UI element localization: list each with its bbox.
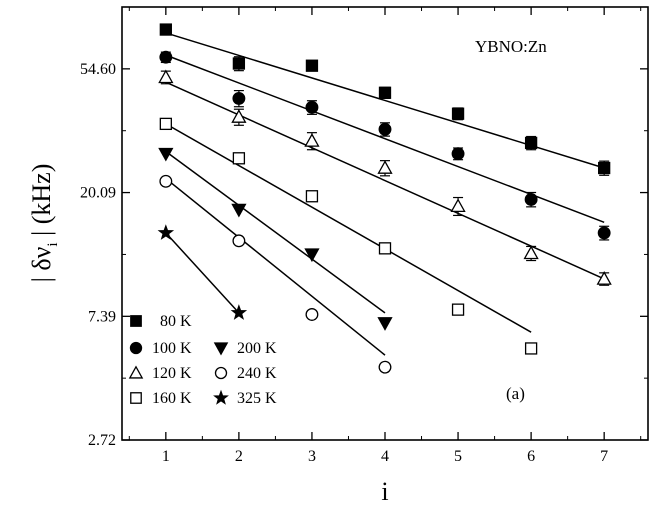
legend-label: 80 K <box>160 313 192 330</box>
data-point <box>158 69 174 84</box>
data-point <box>451 107 465 120</box>
data-point <box>378 122 392 136</box>
fit-line <box>165 232 240 314</box>
panel-label: (a) <box>506 384 525 403</box>
data-markers <box>157 23 612 374</box>
data-point <box>377 317 393 331</box>
legend-marker <box>214 366 228 380</box>
y-axis-title-post: | (kHz) <box>27 164 56 243</box>
x-axis-title: i <box>381 477 388 506</box>
data-point <box>598 161 611 175</box>
x-tick-label: 7 <box>600 448 608 465</box>
legend-marker <box>213 342 229 356</box>
legend: 80 K 100 K 120 K 160 K 200 K 240 K 325 K <box>128 313 277 407</box>
data-point <box>230 304 248 320</box>
fit-line <box>165 150 386 314</box>
data-point <box>158 147 174 162</box>
data-point <box>305 308 319 321</box>
data-point <box>596 271 612 285</box>
data-point <box>524 193 538 206</box>
data-point <box>159 50 173 64</box>
legend-label: 120 K <box>152 365 192 382</box>
data-point <box>159 23 172 36</box>
legend-marker <box>129 341 143 355</box>
y-tick-label: 7.39 <box>88 308 116 325</box>
sample-label: YBNO:Zn <box>475 37 547 56</box>
x-tick-label: 5 <box>454 448 462 465</box>
data-point <box>450 198 466 213</box>
data-point <box>305 190 319 203</box>
data-point <box>378 242 392 255</box>
fit-line <box>165 177 386 356</box>
fit-lines <box>165 32 605 356</box>
legend-marker <box>213 389 229 405</box>
data-point <box>377 160 393 174</box>
data-point <box>451 147 465 161</box>
data-point <box>304 133 320 147</box>
data-point <box>451 303 465 316</box>
y-tick-label: 20.09 <box>80 185 116 202</box>
data-point <box>524 136 538 150</box>
legend-marker <box>128 365 144 379</box>
x-tick-label: 4 <box>381 448 389 465</box>
data-point <box>157 224 175 240</box>
fit-line <box>165 123 532 333</box>
data-point <box>524 342 538 355</box>
fit-line <box>165 54 605 223</box>
data-point <box>597 226 611 240</box>
data-point <box>378 86 392 99</box>
data-point <box>378 360 392 374</box>
data-point <box>232 57 246 70</box>
legend-label: 100 K <box>152 340 192 357</box>
y-tick-label: 54.60 <box>80 61 116 78</box>
data-point <box>231 203 247 218</box>
data-point <box>523 245 539 260</box>
data-point <box>305 59 319 72</box>
legend-label: 200 K <box>237 340 277 357</box>
x-tick-label: 1 <box>162 448 170 465</box>
data-point <box>232 91 246 105</box>
data-point <box>159 117 172 131</box>
y-axis-title: | δνi | (kHz) <box>27 164 61 283</box>
data-point <box>159 174 173 188</box>
y-axis-title-pre: | δν <box>27 246 56 282</box>
data-point <box>231 109 247 123</box>
legend-label: 160 K <box>152 390 192 407</box>
data-point <box>305 100 319 114</box>
y-axis-title-sub: i <box>45 242 61 246</box>
legend-marker <box>130 315 142 327</box>
ticks: 1 2 3 4 5 6 7 2.72 7.39 20.09 54.60 <box>80 7 648 465</box>
x-tick-label: 2 <box>235 448 243 465</box>
plot-frame <box>121 6 649 441</box>
data-point <box>304 248 320 263</box>
x-tick-label: 6 <box>527 448 535 465</box>
y-tick-label: 2.72 <box>88 432 116 449</box>
x-tick-label: 3 <box>308 448 316 465</box>
data-point <box>232 152 246 165</box>
data-point <box>232 234 246 248</box>
legend-label: 240 K <box>237 365 277 382</box>
legend-label: 325 K <box>237 390 277 407</box>
legend-marker <box>130 392 142 404</box>
